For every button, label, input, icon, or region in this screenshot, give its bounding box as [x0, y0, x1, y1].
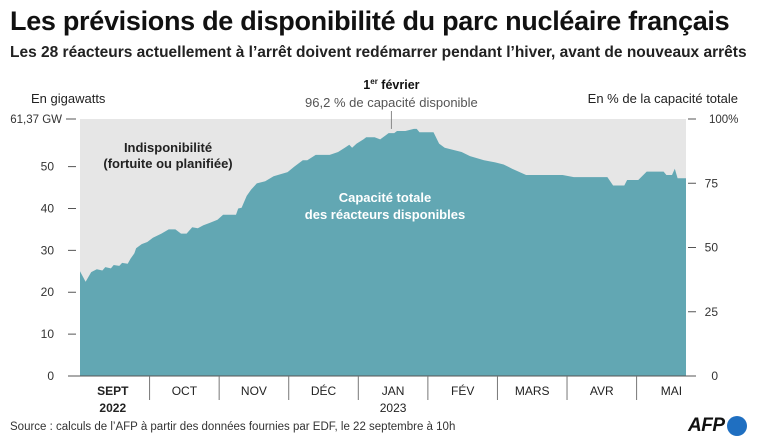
chart-title: Les prévisions de disponibilité du parc …	[10, 6, 730, 36]
x-year-label: 2023	[380, 401, 407, 415]
y-left-max-label: 61,37 GW	[10, 114, 62, 126]
y-left-tick-label: 10	[41, 327, 55, 341]
label-available-2: des réacteurs disponibles	[305, 207, 465, 222]
y-left-tick-label: 40	[41, 201, 55, 215]
x-month-label: JAN	[382, 384, 405, 398]
x-month-label: FÉV	[451, 383, 474, 398]
x-year-label: 2022	[99, 401, 126, 415]
y-right-max-label: 100%	[709, 114, 738, 126]
y-right-title: En % de la capacité totale	[588, 91, 738, 106]
label-unavailable-1: Indisponibilité	[124, 140, 212, 155]
x-month-label: SEPT	[97, 384, 129, 398]
x-month-label: DÉC	[311, 383, 337, 398]
source-note: Source : calculs de l’AFP à partir des d…	[10, 421, 456, 433]
y-left-tick-label: 0	[47, 369, 54, 383]
afp-logo-text: AFP	[688, 415, 725, 436]
label-unavailable-2: (fortuite ou planifiée)	[103, 156, 232, 171]
label-available-1: Capacité totale	[339, 190, 431, 205]
y-right-tick-label: 25	[705, 305, 719, 319]
available-capacity-area	[80, 128, 686, 376]
y-right-tick-label: 0	[711, 369, 718, 383]
x-month-label: NOV	[241, 384, 267, 398]
y-left-tick-label: 30	[41, 243, 55, 257]
y-left-tick-label: 20	[41, 285, 55, 299]
x-month-label: MARS	[515, 384, 550, 398]
afp-logo-dot	[726, 416, 747, 436]
y-right-tick-label: 50	[705, 241, 719, 255]
y-left-tick-label: 50	[41, 160, 55, 174]
x-month-label: MAI	[661, 384, 682, 398]
x-month-label: AVR	[590, 384, 614, 398]
y-left-title: En gigawatts	[31, 91, 106, 106]
annotation-peak-title: 1er février	[363, 77, 419, 92]
y-right-tick-label: 75	[705, 176, 719, 190]
annotation-peak-text: 96,2 % de capacité disponible	[305, 95, 478, 110]
afp-logo: AFP	[688, 413, 747, 439]
x-month-label: OCT	[172, 384, 198, 398]
chart-subtitle: Les 28 réacteurs actuellement à l’arrêt …	[10, 44, 747, 61]
